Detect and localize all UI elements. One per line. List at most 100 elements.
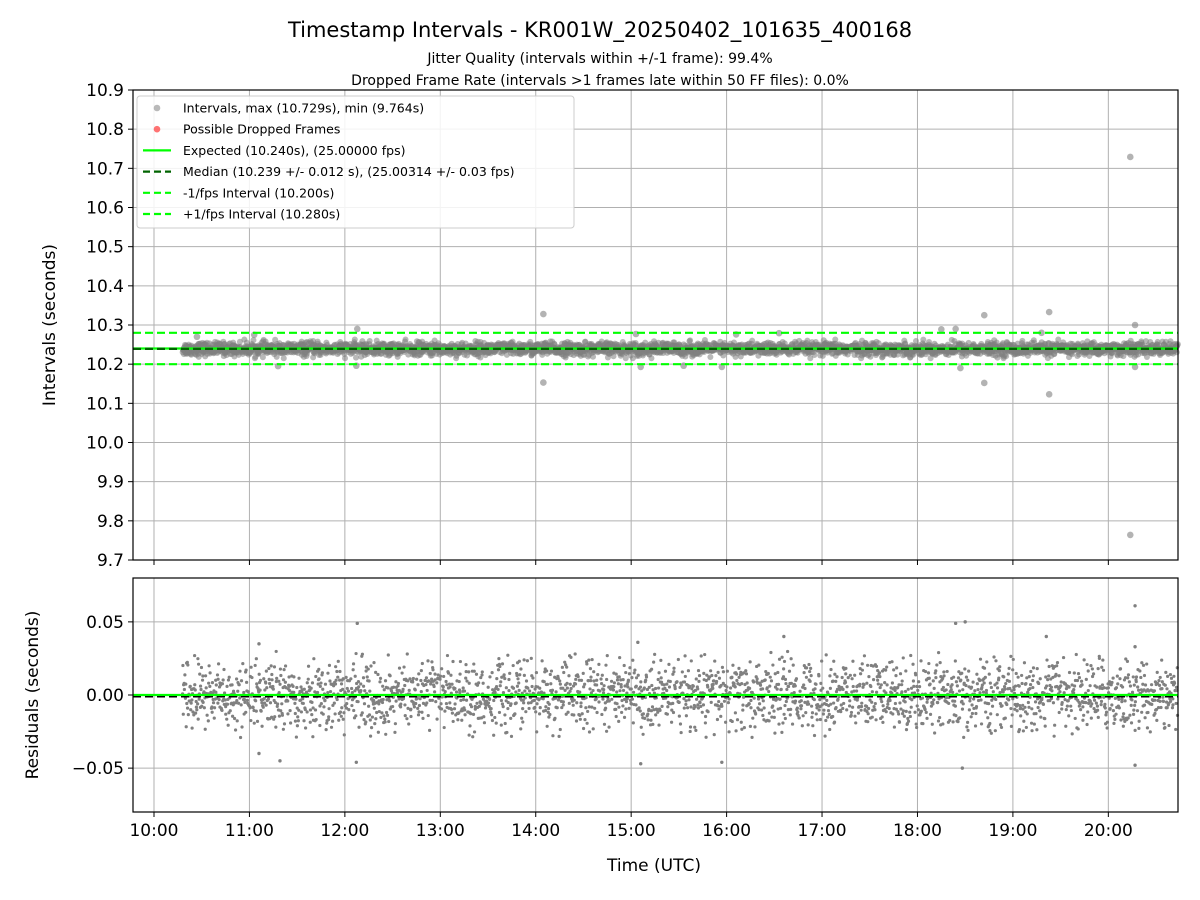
residual-point [226,678,231,682]
residual-point [486,685,490,689]
residual-point [490,713,494,717]
residual-point [296,719,300,723]
residual-point [789,707,793,711]
residual-point [420,710,424,714]
residual-point [741,708,745,712]
residual-point [823,734,827,738]
residual-point [621,704,625,708]
reference-lines [133,331,1178,366]
residual-point [630,702,634,706]
residual-point [605,654,609,658]
residual-point [776,682,781,686]
residual-point [722,699,727,703]
residual-point [503,676,507,681]
residual-point [350,703,354,708]
residual-point [620,698,624,703]
residual-point [216,662,221,666]
residual-point [310,700,314,704]
residual-point [783,703,787,708]
residual-point [769,679,774,683]
residual-point [808,679,812,683]
residual-point [189,701,193,705]
residual-point [794,677,799,681]
residual-point [306,664,311,668]
residual-point [515,673,519,678]
residual-point [703,721,707,725]
residual-point [482,721,487,725]
residual-point [220,682,225,686]
residual-point [419,678,423,683]
residual-point [334,678,338,682]
residual-point [764,669,768,674]
residual-point [582,685,586,689]
residual-point [383,720,387,724]
residual-point [786,649,790,654]
residual-point [538,706,542,710]
residual-point [734,729,738,733]
residual-point [799,704,804,708]
residual-point [367,679,371,683]
residual-point [255,719,260,724]
residual-point [822,708,826,712]
residual-point [803,700,807,704]
residual-point [650,683,654,688]
residual-point [760,687,765,691]
residual-point [439,707,444,711]
residual-point [797,716,801,720]
residual-point [671,710,676,715]
residual-point [593,706,597,710]
residual-point [553,716,557,720]
residual-point [235,719,239,723]
residual-point [643,716,647,721]
residual-point [727,730,731,734]
residual-point [534,710,538,714]
residual-point [749,698,753,703]
residual-point [445,683,449,687]
residual-point [458,690,462,695]
residual-point [489,710,493,714]
residual-point [568,689,572,693]
residual-point [295,685,299,690]
residual-point [207,664,211,668]
residual-point [434,700,438,704]
residual-point [386,653,390,657]
residual-point [591,727,595,731]
residual-point [500,702,505,706]
residual-point [714,679,719,684]
residual-point [361,684,366,688]
residual-point [626,685,630,689]
residual-point [665,712,669,716]
residual-point [492,733,496,737]
residual-point [467,733,471,737]
interval-point [707,354,714,361]
residual-point [397,697,401,701]
residual-point [486,701,491,705]
residual-point [225,717,229,721]
interval-point [280,355,287,362]
residual-point [344,706,349,710]
residual-point [210,705,214,709]
residual-point [783,677,788,682]
residual-point [522,673,526,677]
residual-point [786,708,790,712]
residual-point [742,726,746,730]
residual-point [638,709,642,713]
interval-point [720,352,727,359]
residual-point [549,669,554,673]
residual-point [400,671,404,675]
residual-point [221,678,225,682]
residual-point [799,707,803,711]
residual-point [815,718,819,722]
residual-point [477,704,481,708]
residual-point [767,711,772,715]
residual-point [614,672,618,676]
residual-point [820,659,824,663]
residual-point [560,705,564,710]
residual-point [211,701,216,705]
residual-point [785,687,789,692]
residual-point [557,734,561,738]
residual-point [236,689,240,693]
residual-point [197,697,201,701]
residual-point [637,706,641,710]
residual-point [302,687,306,691]
